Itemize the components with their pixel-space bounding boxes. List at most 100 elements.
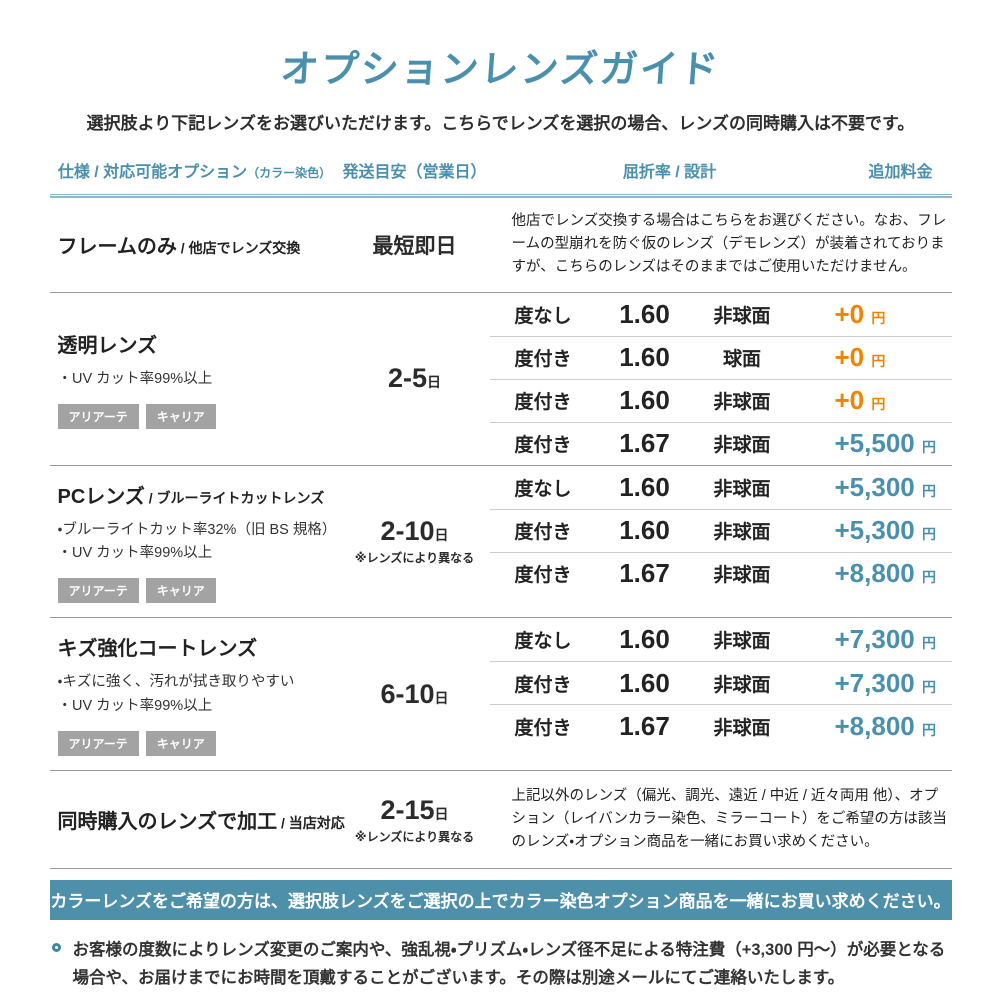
color-lens-banner: カラーレンズをご希望の方は、選択肢レンズをご選択の上でカラー染色オプション商品を… — [49, 880, 952, 921]
feature-item: ・UV カット率99%以上 — [57, 698, 213, 715]
tag-list: アリアーテ キャリア — [57, 578, 334, 604]
option-design: 非球面 — [713, 392, 771, 414]
shipping-days: 2-10日 — [380, 516, 449, 547]
table-header-row: 仕様 / 対応可能オプション（カラー染色） 発送目安（営業日） 屈折率 / 設計… — [50, 158, 952, 182]
option-price: +0 円 — [834, 342, 886, 373]
option-type: 度付き — [514, 392, 572, 414]
lens-name: 同時購入のレンズで加工 / 当店対応 — [57, 811, 345, 834]
option-row: 度なし 1.60 非球面 +5,300 円 — [490, 466, 952, 509]
option-type: 度付き — [514, 522, 572, 544]
lens-name-sub: / 他店でレンズ交換 — [176, 240, 301, 257]
note-text: お客様の度数によりレンズ変更のご案内や、強乱視・プリズム・レンズ径不足による特注… — [72, 941, 946, 988]
table-row-simultaneous-purchase: 同時購入のレンズで加工 / 当店対応 2-15日 ※レンズにより異なる 上記以外… — [49, 771, 952, 870]
header-spec: 仕様 / 対応可能オプション（カラー染色） — [57, 164, 332, 181]
row-description: 上記以外のレンズ（偏光、調光、遠近 / 中近 / 近々両用 他）、オプション（レ… — [511, 787, 947, 851]
lens-name-sub: / 当店対応 — [277, 815, 345, 832]
header-divider — [49, 194, 952, 198]
feature-list: ・キズに強く、汚れが拭き取りやすい ・UV カット率99%以上 — [58, 671, 334, 719]
tag-list: アリアーテ キャリア — [57, 731, 334, 757]
option-row: 度付き 1.67 非球面 +5,500 円 — [489, 421, 952, 465]
option-row: 度付き 1.60 非球面 +0 円 — [489, 378, 952, 422]
tag-career: キャリア — [145, 403, 216, 429]
header-shipping: 発送目安（営業日） — [342, 164, 487, 181]
lens-name: PCレンズ / ブルーライトカットレンズ — [57, 485, 325, 508]
option-index: 1.60 — [619, 515, 670, 546]
lens-name: キズ強化コートレンズ — [57, 638, 258, 661]
note-item: お客様の度数によりレンズ変更のご案内や、強乱視・プリズム・レンズ径不足による特注… — [50, 936, 952, 992]
shipping-days: 最短即日 — [372, 234, 457, 258]
price-unit: 円 — [871, 353, 886, 370]
row-description: 他店でレンズ交換する場合はこちらをお選びください。なお、フレームの型崩れを防ぐ仮… — [511, 213, 947, 276]
option-price: +5,300 円 — [834, 515, 936, 546]
spec-cell: キズ強化コートレンズ ・キズに強く、汚れが拭き取りやすい ・UV カット率99%… — [50, 618, 340, 770]
feature-item: ・UV カット率99%以上 — [57, 370, 213, 387]
header-index-design: 屈折率 / 設計 — [622, 164, 717, 181]
option-type: 度付き — [514, 435, 572, 457]
options-cell: 度なし 1.60 非球面 +0 円 度付き 1.60 球面 +0 円 度付き 1… — [489, 293, 952, 465]
option-design: 非球面 — [713, 674, 771, 696]
option-design: 非球面 — [713, 435, 771, 457]
shipping-unit: 日 — [427, 374, 442, 391]
price-unit: 円 — [921, 526, 936, 543]
option-row: 度付き 1.67 非球面 +8,800 円 — [489, 551, 952, 595]
price-unit: 円 — [921, 721, 936, 738]
price-unit: 円 — [921, 569, 936, 586]
price-unit: 円 — [921, 678, 936, 695]
price-unit: 円 — [871, 309, 886, 326]
table-row-clear-lens: 透明レンズ ・UV カット率99%以上 アリアーテ キャリア 2-5日 度なし 1… — [49, 293, 952, 466]
option-index: 1.67 — [619, 710, 670, 741]
option-price: +8,800 円 — [834, 710, 936, 741]
shipping-cell: 2-10日 ※レンズにより異なる — [340, 516, 490, 566]
option-design: 非球面 — [713, 717, 771, 739]
shipping-unit: 日 — [434, 689, 449, 706]
header-spec-sub: （カラー染色） — [247, 166, 332, 180]
option-price: +5,500 円 — [834, 428, 936, 459]
tag-career: キャリア — [145, 578, 216, 604]
option-type: 度付き — [514, 717, 572, 739]
option-type: 度付き — [514, 349, 572, 371]
option-row: 度なし 1.60 非球面 +0 円 — [490, 293, 952, 336]
tag-ariate: アリアーテ — [57, 731, 139, 757]
shipping-cell: 6-10日 — [340, 679, 490, 710]
option-index: 1.60 — [619, 298, 670, 329]
shipping-note: ※レンズにより異なる — [354, 551, 475, 566]
feature-item: ・キズに強く、汚れが拭き取りやすい — [57, 674, 295, 691]
option-type: 度なし — [514, 478, 572, 500]
option-index: 1.67 — [619, 428, 670, 459]
tag-list: アリアーテ キャリア — [57, 403, 334, 429]
option-row: 度付き 1.67 非球面 +8,800 円 — [489, 704, 952, 747]
shipping-unit: 日 — [434, 805, 449, 822]
price-unit: 円 — [871, 396, 886, 413]
price-unit: 円 — [921, 635, 936, 652]
option-type: 度付き — [514, 674, 572, 696]
option-index: 1.60 — [619, 471, 670, 502]
option-design: 球面 — [722, 349, 761, 371]
lens-name: フレームのみ / 他店でレンズ交換 — [57, 236, 301, 259]
price-unit: 円 — [921, 482, 936, 499]
option-type: 度付き — [514, 565, 572, 587]
option-design: 非球面 — [713, 565, 771, 587]
spec-cell: PCレンズ / ブルーライトカットレンズ ・ブルーライトカット率32%（旧 BS… — [50, 466, 340, 618]
option-row: 度付き 1.60 非球面 +7,300 円 — [489, 661, 952, 704]
shipping-cell: 2-5日 — [340, 363, 490, 394]
option-price: +0 円 — [834, 385, 886, 416]
option-row: 度付き 1.60 非球面 +5,300 円 — [489, 508, 952, 552]
lens-table: 仕様 / 対応可能オプション（カラー染色） 発送目安（営業日） 屈折率 / 設計… — [49, 158, 952, 1000]
options-cell: 度なし 1.60 非球面 +5,300 円 度付き 1.60 非球面 +5,30… — [489, 466, 952, 618]
feature-item: ・ブルーライトカット率32%（旧 BS 規格） — [57, 521, 337, 538]
option-type: 度なし — [514, 631, 572, 653]
option-index: 1.60 — [619, 342, 670, 373]
shipping-days: 6-10日 — [380, 678, 449, 709]
option-row: 度付き 1.60 球面 +0 円 — [489, 335, 952, 379]
options-cell: 度なし 1.60 非球面 +7,300 円 度付き 1.60 非球面 +7,30… — [489, 618, 952, 770]
page-title: オプションレンズガイド — [279, 49, 722, 91]
option-design: 非球面 — [713, 305, 771, 327]
shipping-note: ※レンズにより異なる — [354, 829, 475, 844]
option-design: 非球面 — [713, 631, 771, 653]
option-price: +0 円 — [834, 298, 886, 329]
option-index: 1.60 — [619, 667, 670, 698]
tag-ariate: アリアーテ — [57, 578, 139, 604]
option-index: 1.60 — [619, 385, 670, 416]
tag-ariate: アリアーテ — [57, 403, 139, 429]
